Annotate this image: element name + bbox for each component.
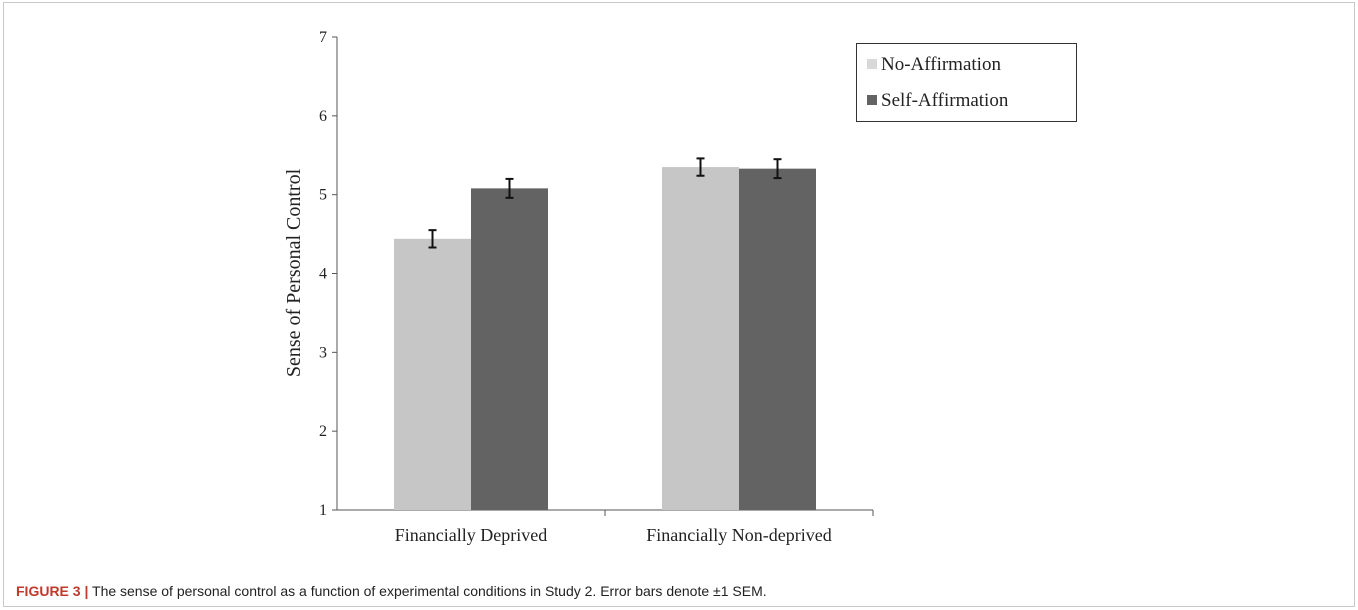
legend-swatch-self-affirmation (867, 95, 877, 105)
y-tick-label: 7 (319, 29, 327, 46)
bar-chart: Sense of Personal Control 1 2 3 4 5 6 7 Financi… (283, 29, 874, 545)
y-tick-label: 1 (319, 502, 327, 519)
y-tick-label: 6 (319, 108, 327, 125)
legend-label-self-affirmation: Self-Affirmation (881, 90, 1009, 111)
legend: No-Affirmation Self-Affirmation (856, 43, 1077, 122)
y-axis-title: Sense of Personal Control (283, 168, 305, 377)
y-tick-label: 4 (319, 266, 327, 283)
x-category-label: Financially Deprived (395, 525, 547, 545)
bar (739, 168, 816, 510)
y-tick-label: 3 (319, 344, 327, 361)
figure-caption: FIGURE 3 | The sense of personal control… (16, 583, 767, 599)
bar (394, 238, 471, 510)
y-tick-label: 5 (319, 187, 327, 204)
legend-swatch-no-affirmation (867, 59, 877, 69)
bar (662, 167, 739, 510)
bar (471, 188, 548, 511)
legend-label-no-affirmation: No-Affirmation (881, 54, 1001, 75)
figure-label: FIGURE 3 | (16, 583, 89, 599)
y-tick-label: 2 (319, 423, 327, 440)
x-category-label: Financially Non-deprived (646, 525, 831, 545)
caption-text: The sense of personal control as a funct… (88, 583, 767, 599)
legend-item-no-affirmation: No-Affirmation (867, 54, 1001, 76)
legend-item-self-affirmation: Self-Affirmation (867, 90, 1008, 112)
plot-area: 1 2 3 4 5 6 7 Financially Deprived Financially N… (319, 29, 874, 545)
